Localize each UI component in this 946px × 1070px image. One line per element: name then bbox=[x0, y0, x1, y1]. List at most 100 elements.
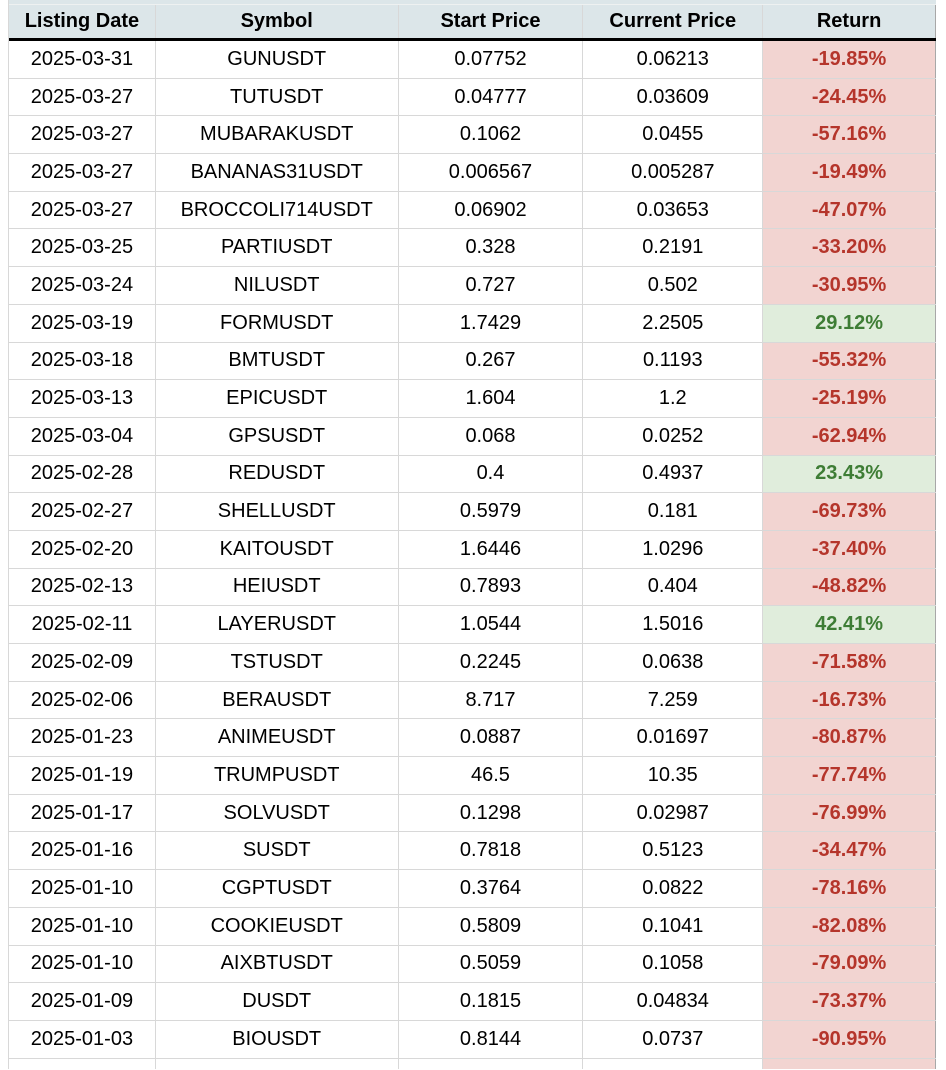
cell-current-price: 0.5123 bbox=[583, 832, 764, 870]
cell-symbol: SUSDT bbox=[156, 832, 399, 870]
cell-start-price: 8.717 bbox=[399, 681, 584, 719]
table-row: 2025-03-25 PARTIUSDT 0.328 0.2191 -33.20… bbox=[9, 229, 936, 268]
cell-return: -25.19% bbox=[763, 380, 936, 417]
cell-current-price: 0.0252 bbox=[583, 417, 764, 455]
cell-symbol: HEIUSDT bbox=[156, 568, 399, 606]
table-row: 2025-01-19 TRUMPUSDT 46.5 10.35 -77.74% bbox=[9, 757, 936, 795]
cell-symbol: MUBARAKUSDT bbox=[156, 116, 399, 154]
cell-start-price: 0.5979 bbox=[399, 493, 584, 530]
column-header-symbol: Symbol bbox=[156, 5, 399, 38]
cell-return: -19.85% bbox=[763, 41, 936, 78]
cell-return: -79.09% bbox=[763, 945, 936, 983]
cell-listing-date: 2025-03-27 bbox=[9, 154, 156, 191]
cell-listing-date: 2025-03-25 bbox=[9, 229, 156, 267]
cell-symbol: BMTUSDT bbox=[156, 342, 399, 380]
cell-listing-date: 2025-01-17 bbox=[9, 794, 156, 832]
cell-start-price: 0.3764 bbox=[399, 870, 584, 907]
cell-start-price: 0.5809 bbox=[399, 907, 584, 945]
cell-listing-date: 2025-03-27 bbox=[9, 116, 156, 154]
cell-return: -48.82% bbox=[763, 568, 936, 606]
cell-current-price: 0.0737 bbox=[583, 1020, 764, 1058]
cell-return: -69.73% bbox=[763, 493, 936, 530]
cell-current-price: 0.04834 bbox=[583, 983, 764, 1020]
cell-start-price: 0.1815 bbox=[399, 983, 584, 1020]
table-row: 2025-03-18 BMTUSDT 0.267 0.1193 -55.32% bbox=[9, 342, 936, 381]
cell-listing-date: 2025-03-27 bbox=[9, 191, 156, 229]
cell-current-price: 7.259 bbox=[583, 681, 764, 719]
cell-current-price: 0.181 bbox=[583, 493, 764, 530]
partial-cell bbox=[156, 1058, 399, 1069]
cell-return: -73.37% bbox=[763, 983, 936, 1020]
table-row: 2025-01-17 SOLVUSDT 0.1298 0.02987 -76.9… bbox=[9, 794, 936, 833]
table-row: 2025-01-10 AIXBTUSDT 0.5059 0.1058 -79.0… bbox=[9, 945, 936, 984]
partial-cell bbox=[9, 1058, 156, 1069]
table-row: 2025-02-11 LAYERUSDT 1.0544 1.5016 42.41… bbox=[9, 606, 936, 644]
cell-current-price: 0.2191 bbox=[583, 229, 764, 267]
cell-listing-date: 2025-01-10 bbox=[9, 945, 156, 983]
cell-listing-date: 2025-03-31 bbox=[9, 41, 156, 78]
table-row: 2025-03-27 TUTUSDT 0.04777 0.03609 -24.4… bbox=[9, 78, 936, 117]
partial-cell bbox=[763, 1058, 936, 1069]
cell-current-price: 0.404 bbox=[583, 568, 764, 606]
column-header-start-price: Start Price bbox=[399, 5, 584, 38]
cell-start-price: 0.1062 bbox=[399, 116, 584, 154]
cell-listing-date: 2025-01-23 bbox=[9, 719, 156, 757]
cell-symbol: BROCCOLI714USDT bbox=[156, 191, 399, 229]
cell-start-price: 0.1298 bbox=[399, 794, 584, 832]
cell-current-price: 0.1058 bbox=[583, 945, 764, 983]
cell-current-price: 1.2 bbox=[583, 380, 764, 417]
cell-listing-date: 2025-02-09 bbox=[9, 644, 156, 681]
cell-listing-date: 2025-02-11 bbox=[9, 606, 156, 643]
table-row: 2025-03-27 MUBARAKUSDT 0.1062 0.0455 -57… bbox=[9, 116, 936, 155]
cell-return: -55.32% bbox=[763, 342, 936, 380]
cell-start-price: 0.0887 bbox=[399, 719, 584, 757]
cell-return: -34.47% bbox=[763, 832, 936, 870]
table-row: 2025-01-09 DUSDT 0.1815 0.04834 -73.37% bbox=[9, 983, 936, 1021]
cell-current-price: 0.06213 bbox=[583, 41, 764, 78]
table-row: 2025-01-10 COOKIEUSDT 0.5809 0.1041 -82.… bbox=[9, 907, 936, 946]
cell-symbol: BERAUSDT bbox=[156, 681, 399, 719]
cell-listing-date: 2025-03-24 bbox=[9, 267, 156, 304]
cell-start-price: 0.7818 bbox=[399, 832, 584, 870]
cell-return: -30.95% bbox=[763, 267, 936, 304]
cell-current-price: 0.4937 bbox=[583, 455, 764, 493]
cell-symbol: KAITOUSDT bbox=[156, 530, 399, 568]
cell-start-price: 0.8144 bbox=[399, 1020, 584, 1058]
column-header-listing-date: Listing Date bbox=[9, 5, 156, 38]
cell-listing-date: 2025-01-10 bbox=[9, 907, 156, 945]
cell-listing-date: 2025-01-19 bbox=[9, 757, 156, 794]
cell-symbol: SHELLUSDT bbox=[156, 493, 399, 530]
cell-start-price: 0.727 bbox=[399, 267, 584, 304]
cell-listing-date: 2025-01-09 bbox=[9, 983, 156, 1020]
table-row: 2025-03-04 GPSUSDT 0.068 0.0252 -62.94% bbox=[9, 417, 936, 456]
cell-symbol: CGPTUSDT bbox=[156, 870, 399, 907]
cell-return: -62.94% bbox=[763, 417, 936, 455]
cell-start-price: 46.5 bbox=[399, 757, 584, 794]
cell-return: -76.99% bbox=[763, 794, 936, 832]
cell-listing-date: 2025-03-13 bbox=[9, 380, 156, 417]
cell-symbol: TUTUSDT bbox=[156, 78, 399, 116]
cell-return: -80.87% bbox=[763, 719, 936, 757]
cell-symbol: PARTIUSDT bbox=[156, 229, 399, 267]
cell-current-price: 10.35 bbox=[583, 757, 764, 794]
table-row: 2025-02-28 REDUSDT 0.4 0.4937 23.43% bbox=[9, 455, 936, 494]
cell-current-price: 0.1193 bbox=[583, 342, 764, 380]
cell-start-price: 0.267 bbox=[399, 342, 584, 380]
cell-return: -82.08% bbox=[763, 907, 936, 945]
cell-symbol: REDUSDT bbox=[156, 455, 399, 493]
cell-current-price: 0.03653 bbox=[583, 191, 764, 229]
table-row: 2025-02-09 TSTUSDT 0.2245 0.0638 -71.58% bbox=[9, 644, 936, 682]
cell-start-price: 0.006567 bbox=[399, 154, 584, 191]
partial-cell bbox=[399, 1058, 584, 1069]
cell-symbol: BANANAS31USDT bbox=[156, 154, 399, 191]
cell-listing-date: 2025-03-18 bbox=[9, 342, 156, 380]
table-row: 2025-02-27 SHELLUSDT 0.5979 0.181 -69.73… bbox=[9, 493, 936, 531]
table-row: 2025-02-13 HEIUSDT 0.7893 0.404 -48.82% bbox=[9, 568, 936, 607]
table-row: 2025-02-20 KAITOUSDT 1.6446 1.0296 -37.4… bbox=[9, 530, 936, 569]
table-row: 2025-02-06 BERAUSDT 8.717 7.259 -16.73% bbox=[9, 681, 936, 720]
cell-symbol: LAYERUSDT bbox=[156, 606, 399, 643]
table-row: 2025-01-10 CGPTUSDT 0.3764 0.0822 -78.16… bbox=[9, 870, 936, 908]
cell-symbol: AIXBTUSDT bbox=[156, 945, 399, 983]
cell-return: -77.74% bbox=[763, 757, 936, 794]
cell-symbol: GUNUSDT bbox=[156, 41, 399, 78]
